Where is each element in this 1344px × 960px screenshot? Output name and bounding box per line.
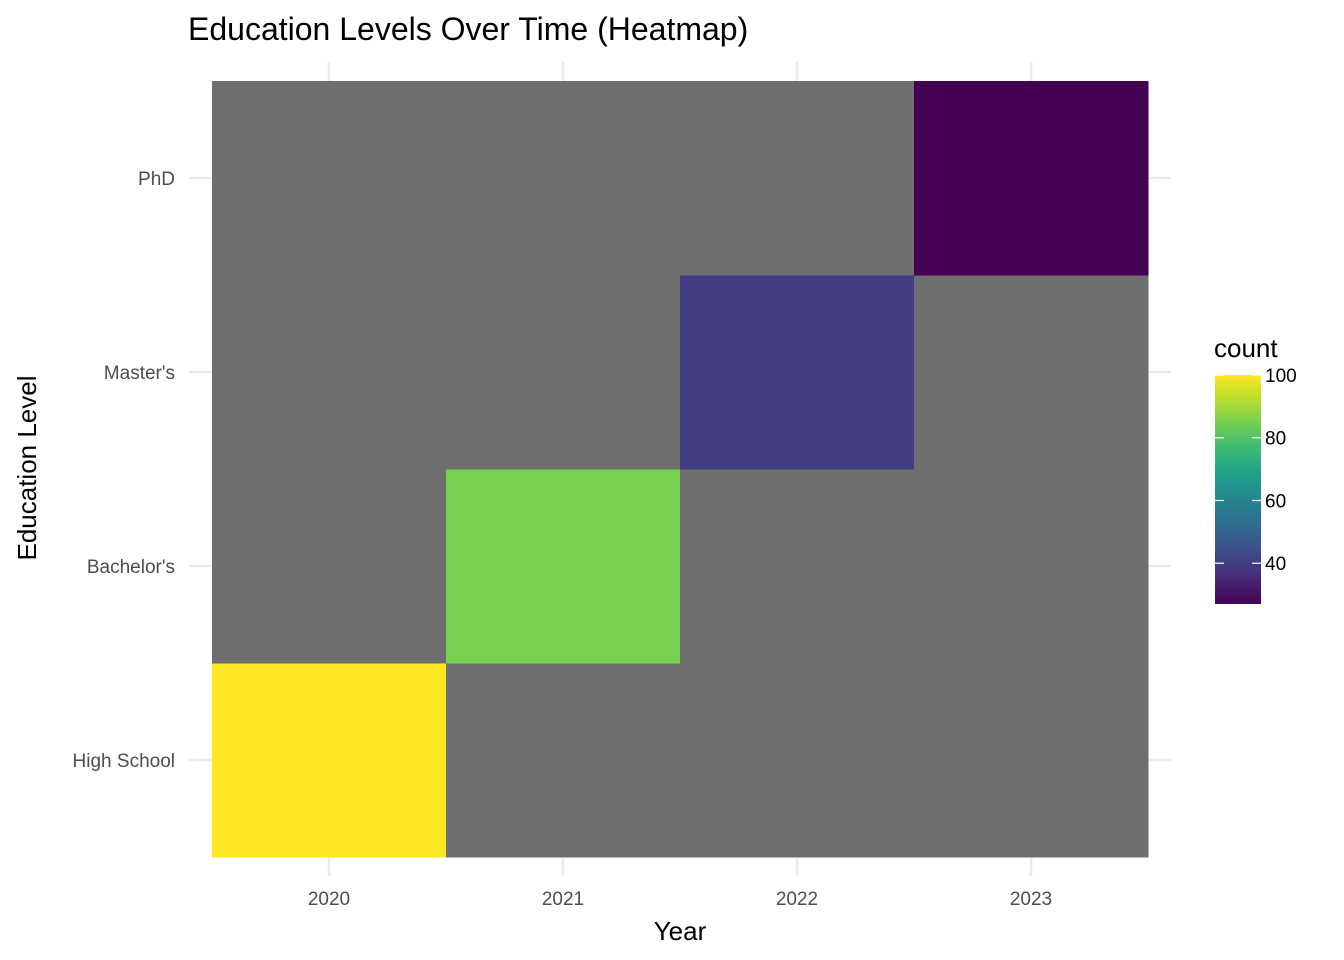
cell-2023-phd bbox=[914, 81, 1149, 276]
cell-2022-bachelor-s bbox=[680, 469, 915, 664]
cell-2022-master-s bbox=[680, 275, 915, 470]
legend-tick-label-60: 60 bbox=[1265, 491, 1286, 512]
cell-2020-bachelor-s bbox=[212, 469, 447, 664]
x-tick-2021: 2021 bbox=[542, 889, 584, 910]
cell-2020-phd bbox=[212, 81, 447, 276]
cell-2020-master-s bbox=[212, 275, 447, 470]
x-tick-2022: 2022 bbox=[776, 889, 818, 910]
color-legend: count 40 60 80 100 bbox=[1214, 333, 1297, 604]
cell-2021-high-school bbox=[446, 663, 681, 858]
cell-2022-phd bbox=[680, 81, 915, 276]
heatmap-cells bbox=[212, 81, 1149, 858]
y-axis-ticks: High School Bachelor's Master's PhD bbox=[73, 169, 175, 772]
cell-2023-master-s bbox=[914, 275, 1149, 470]
legend-title: count bbox=[1214, 333, 1278, 363]
cell-2022-high-school bbox=[680, 663, 915, 858]
legend-tick-label-100: 100 bbox=[1265, 366, 1297, 387]
cell-2023-bachelor-s bbox=[914, 469, 1149, 664]
legend-tick-label-80: 80 bbox=[1265, 429, 1286, 450]
cell-2023-high-school bbox=[914, 663, 1149, 858]
legend-colorbar bbox=[1215, 375, 1261, 604]
cell-2021-phd bbox=[446, 81, 681, 276]
y-tick-high-school: High School bbox=[73, 751, 175, 772]
y-tick-bachelor-s: Bachelor's bbox=[87, 557, 175, 578]
cell-2020-high-school bbox=[212, 663, 447, 858]
x-tick-2023: 2023 bbox=[1010, 889, 1052, 910]
y-tick-master-s: Master's bbox=[104, 363, 175, 384]
x-tick-2020: 2020 bbox=[308, 889, 350, 910]
cell-2021-master-s bbox=[446, 275, 681, 470]
x-axis-title: Year bbox=[654, 916, 707, 946]
legend-tick-label-40: 40 bbox=[1265, 554, 1286, 575]
y-axis-title: Education Level bbox=[12, 375, 42, 560]
cell-2021-bachelor-s bbox=[446, 469, 681, 664]
chart-title: Education Levels Over Time (Heatmap) bbox=[188, 11, 748, 47]
x-axis-ticks: 2020 2021 2022 2023 bbox=[308, 889, 1052, 910]
y-tick-phd: PhD bbox=[138, 169, 175, 190]
